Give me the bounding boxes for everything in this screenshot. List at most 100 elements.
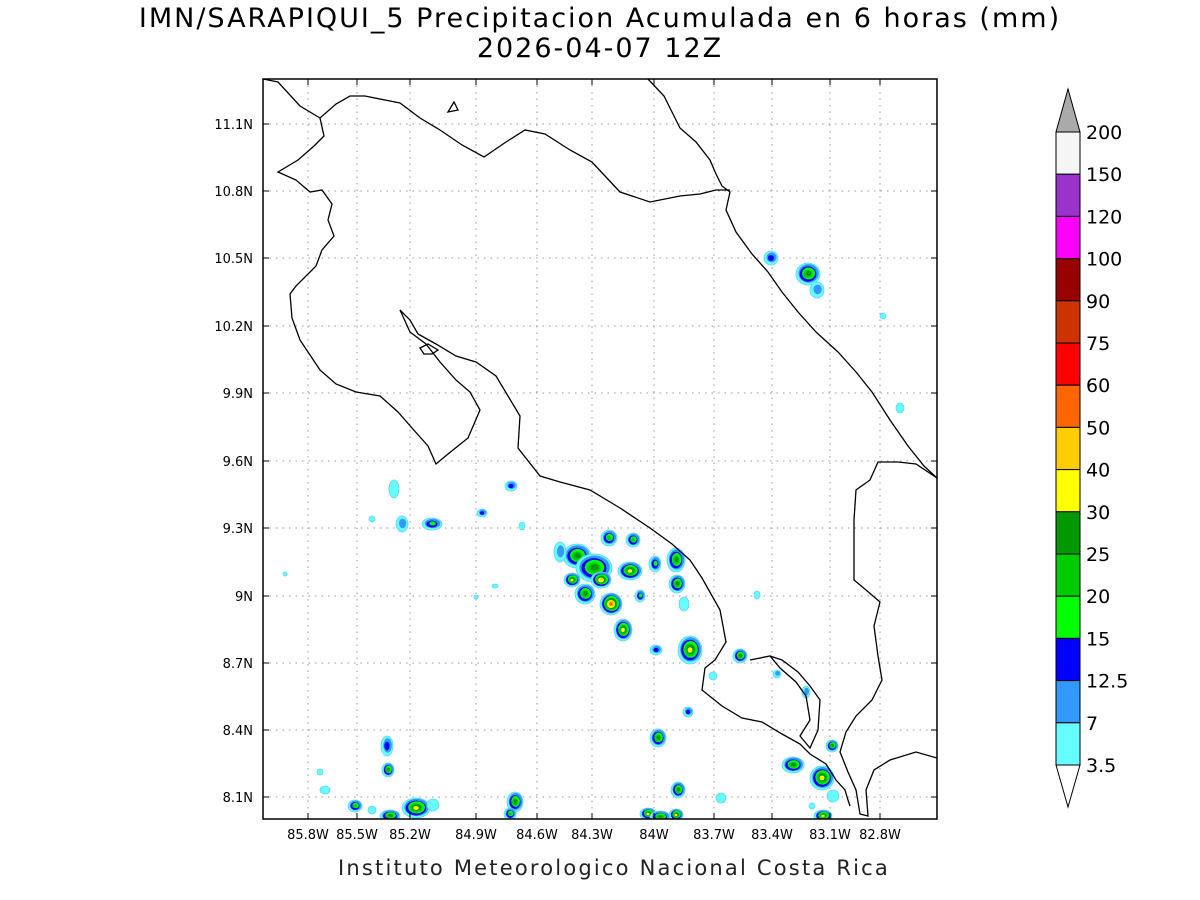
precip-contour xyxy=(570,578,574,582)
precipitation-field xyxy=(282,250,905,819)
precip-contour xyxy=(282,571,288,577)
lon-tick-label: 82.8W xyxy=(859,828,901,843)
colorbar-label: 50 xyxy=(1086,417,1110,439)
lon-tick-label: 83.7W xyxy=(693,828,735,843)
precip-contour xyxy=(768,255,774,261)
precip-contour xyxy=(715,792,727,804)
precip-contour xyxy=(678,596,690,612)
caribbean-coast xyxy=(647,79,937,479)
colorbar-label: 75 xyxy=(1086,333,1110,355)
map-subtitle-date: 2026-04-07 12Z xyxy=(476,33,724,64)
colorbar-swatch xyxy=(1055,595,1081,639)
precip-contour xyxy=(399,518,407,529)
precip-contour xyxy=(808,802,816,810)
precip-contour xyxy=(656,735,661,740)
golfo-dulce xyxy=(749,655,821,750)
precip-contour xyxy=(590,564,599,571)
colorbar-label: 20 xyxy=(1086,586,1110,608)
colorbar-swatch xyxy=(1055,680,1081,724)
precip-contour xyxy=(557,545,565,558)
colorbar-swatch xyxy=(1055,637,1081,682)
colorbar-label: 100 xyxy=(1086,249,1122,271)
precip-contour xyxy=(621,627,625,633)
colorbar-swatch xyxy=(1055,300,1081,344)
precip-contour xyxy=(574,552,581,559)
colorbar-swatch xyxy=(1055,384,1081,428)
lat-tick-label: 9.9N xyxy=(223,387,253,402)
colorbar-swatch xyxy=(1055,131,1081,175)
panama-border xyxy=(839,461,937,817)
lon-tick-label: 83.1W xyxy=(809,828,851,843)
colorbar-swatch xyxy=(1055,258,1081,302)
colorbar-label: 12.5 xyxy=(1086,671,1128,693)
lon-tick-label: 84.6W xyxy=(516,828,558,843)
precip-contour xyxy=(513,799,518,804)
colorbar-lower-triangle xyxy=(1055,764,1081,809)
lon-tick-label: 85.2W xyxy=(389,828,431,843)
precip-contour xyxy=(609,602,613,606)
precip-contour xyxy=(653,560,658,567)
latitude-labels: 11.1N 10.8N 10.5N 10.2N 9.9N 9.6N 9.3N 9N 8.7N 8.… xyxy=(214,118,253,806)
precip-contour xyxy=(879,312,887,320)
lat-tick-label: 10.8N xyxy=(214,185,253,200)
precip-contour xyxy=(388,814,393,817)
lon-tick-label: 83.4W xyxy=(751,828,793,843)
precip-contour xyxy=(738,653,743,658)
colorbar-label: 3.5 xyxy=(1086,755,1116,777)
precip-contour xyxy=(804,687,809,696)
colorbar-label: 7 xyxy=(1086,713,1098,735)
precip-contour xyxy=(831,744,834,747)
precip-contour xyxy=(821,814,825,818)
lat-tick-label: 11.1N xyxy=(214,118,253,133)
lat-tick-label: 9N xyxy=(235,590,253,605)
precip-contour xyxy=(368,515,376,523)
colorbar-swatch xyxy=(1055,215,1081,260)
colorbar-swatch xyxy=(1055,511,1081,555)
colorbar-label: 90 xyxy=(1086,291,1110,313)
precip-contour xyxy=(791,762,797,767)
precip-contour xyxy=(708,671,718,681)
colorbar-label: 150 xyxy=(1086,164,1122,186)
colorbar-swatch xyxy=(1055,426,1081,471)
precip-contour xyxy=(583,591,588,596)
precip-contour xyxy=(353,804,357,808)
precip-contour xyxy=(631,538,635,542)
precip-contour xyxy=(508,812,512,816)
precip-contour xyxy=(805,270,812,276)
precip-contour xyxy=(491,583,499,589)
precip-contour xyxy=(473,594,479,600)
precip-contour xyxy=(675,581,680,586)
precip-contour xyxy=(367,805,377,815)
lon-tick-label: 85.8W xyxy=(287,828,329,843)
axis-ticks xyxy=(263,79,937,819)
precip-contour xyxy=(646,812,650,816)
lat-tick-label: 8.7N xyxy=(223,657,253,672)
lon-tick-label: 85.5W xyxy=(336,828,378,843)
footer-credit: Instituto Meteorologico Nacional Costa R… xyxy=(338,856,890,880)
precip-contour xyxy=(388,479,400,499)
precip-contour xyxy=(508,483,514,489)
lon-tick-label: 84.3W xyxy=(571,828,613,843)
colorbar-swatch xyxy=(1055,553,1081,597)
precip-contour xyxy=(819,775,825,781)
precip-contour xyxy=(658,815,663,818)
lon-tick-label: 84W xyxy=(639,828,669,843)
colorbar-swatch xyxy=(1055,342,1081,386)
lon-tick-label: 84.9W xyxy=(455,828,497,843)
precip-contour xyxy=(387,767,390,772)
precip-contour xyxy=(775,671,780,676)
precip-contour xyxy=(674,556,679,563)
colorbar-swatch xyxy=(1055,469,1081,513)
colorbar-upper-triangle xyxy=(1055,87,1081,133)
precip-contour xyxy=(413,806,419,810)
colorbar-label: 60 xyxy=(1086,375,1110,397)
precip-contour xyxy=(674,813,678,817)
precip-contour xyxy=(895,402,905,414)
colorbar-label: 30 xyxy=(1086,502,1110,524)
precip-contour xyxy=(753,590,761,600)
coastlines xyxy=(263,79,937,817)
lake-nicaragua-islet xyxy=(446,100,459,113)
lat-tick-label: 10.2N xyxy=(214,320,253,335)
nicoya-gulf-island xyxy=(419,343,440,355)
colorbar: 3.5 7 12.5 15 20 25 30 40 50 60 75 90 100 120 150 200 xyxy=(1055,87,1128,809)
